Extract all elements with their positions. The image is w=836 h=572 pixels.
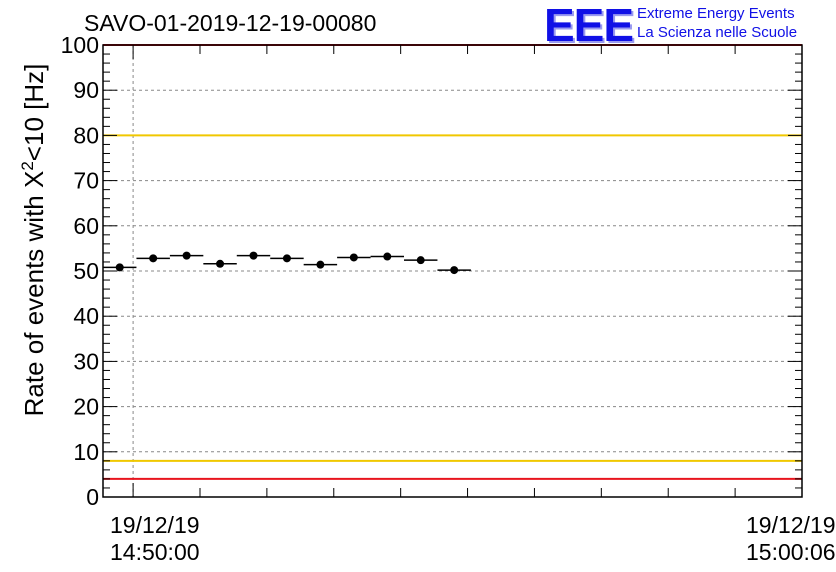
data-point-7 [349, 253, 358, 262]
data-point-1 [149, 254, 158, 263]
y-axis-label: Rate of events with X2<10 [Hz] [18, 64, 50, 417]
x-tick-time-end: 15:00:06 [746, 539, 836, 565]
y-axis-label-symbol: X [18, 170, 49, 189]
logo-line-1: Extreme Energy Events [637, 5, 795, 22]
y-tick-label-70: 70 [73, 168, 99, 194]
y-tick-label-10: 10 [73, 439, 99, 465]
data-point-8 [383, 252, 392, 261]
eee-logo: EEE [544, 0, 634, 51]
data-point-4 [249, 251, 258, 260]
y-tick-label-30: 30 [73, 348, 99, 374]
y-tick-label-20: 20 [73, 394, 99, 420]
logo-line-2: La Scienza nelle Scuole [637, 24, 798, 41]
y-tick-label-40: 40 [73, 303, 99, 329]
x-tick-date-start: 19/12/19 [110, 512, 200, 538]
y-axis-label-sup: 2 [18, 161, 38, 171]
data-point-3 [216, 259, 225, 268]
x-tick-time-start: 14:50:00 [110, 539, 200, 565]
y-axis-label-suffix: <10 [Hz] [18, 63, 49, 162]
data-point-6 [316, 260, 325, 269]
eee-logo-text: Extreme Energy Events La Scienza nelle S… [637, 4, 797, 42]
data-point-9 [416, 256, 425, 265]
x-tick-label-end: 19/12/19 15:00:06 [746, 512, 836, 566]
y-axis-label-prefix: Rate of events with [18, 188, 49, 417]
y-tick-label-50: 50 [73, 258, 99, 284]
chart-title: SAVO-01-2019-12-19-00080 [84, 10, 377, 36]
data-point-2 [182, 251, 191, 260]
y-tick-label-80: 80 [73, 122, 99, 148]
x-tick-date-end: 19/12/19 [746, 512, 836, 538]
data-point-10 [450, 266, 459, 275]
y-tick-label-100: 100 [61, 32, 99, 58]
x-tick-label-start: 19/12/19 14:50:00 [110, 512, 200, 566]
y-tick-label-90: 90 [73, 77, 99, 103]
y-tick-label-60: 60 [73, 213, 99, 239]
data-point-5 [282, 254, 291, 263]
y-tick-label-0: 0 [86, 484, 99, 510]
data-point-0 [115, 263, 124, 272]
